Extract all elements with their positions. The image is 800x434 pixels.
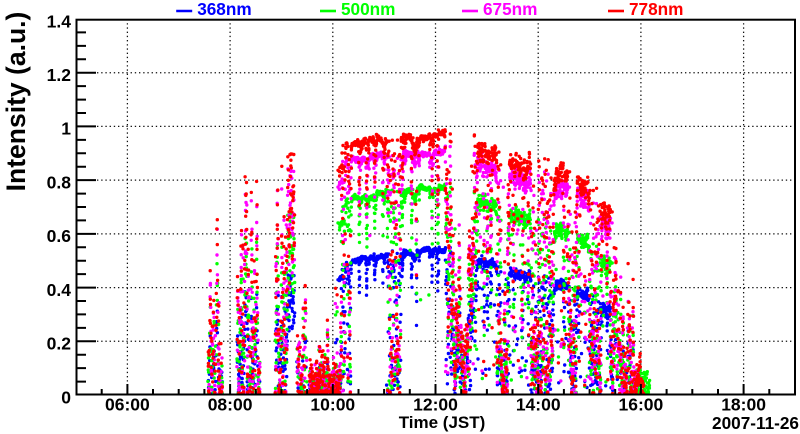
svg-text:10:00: 10:00 [310,395,355,415]
svg-text:08:00: 08:00 [208,395,253,415]
svg-text:14:00: 14:00 [516,395,561,415]
svg-text:Intensity (a.u.): Intensity (a.u.) [1,12,31,192]
svg-text:675nm: 675nm [483,0,537,19]
svg-text:0.4: 0.4 [47,280,72,300]
svg-text:0.6: 0.6 [47,226,72,246]
svg-text:Time (JST): Time (JST) [399,413,486,432]
svg-text:2007-11-26: 2007-11-26 [712,413,799,433]
svg-text:16:00: 16:00 [619,395,664,415]
svg-text:1.4: 1.4 [47,11,72,31]
svg-text:778nm: 778nm [629,0,683,19]
svg-text:1: 1 [61,119,71,139]
svg-text:0.2: 0.2 [47,334,72,354]
svg-text:1.2: 1.2 [47,65,72,85]
svg-text:0.8: 0.8 [47,172,72,192]
svg-text:12:00: 12:00 [413,395,458,415]
svg-text:500nm: 500nm [341,0,395,19]
svg-text:0: 0 [61,387,71,407]
svg-text:368nm: 368nm [197,0,251,19]
svg-text:18:00: 18:00 [721,395,766,415]
svg-text:06:00: 06:00 [105,395,150,415]
